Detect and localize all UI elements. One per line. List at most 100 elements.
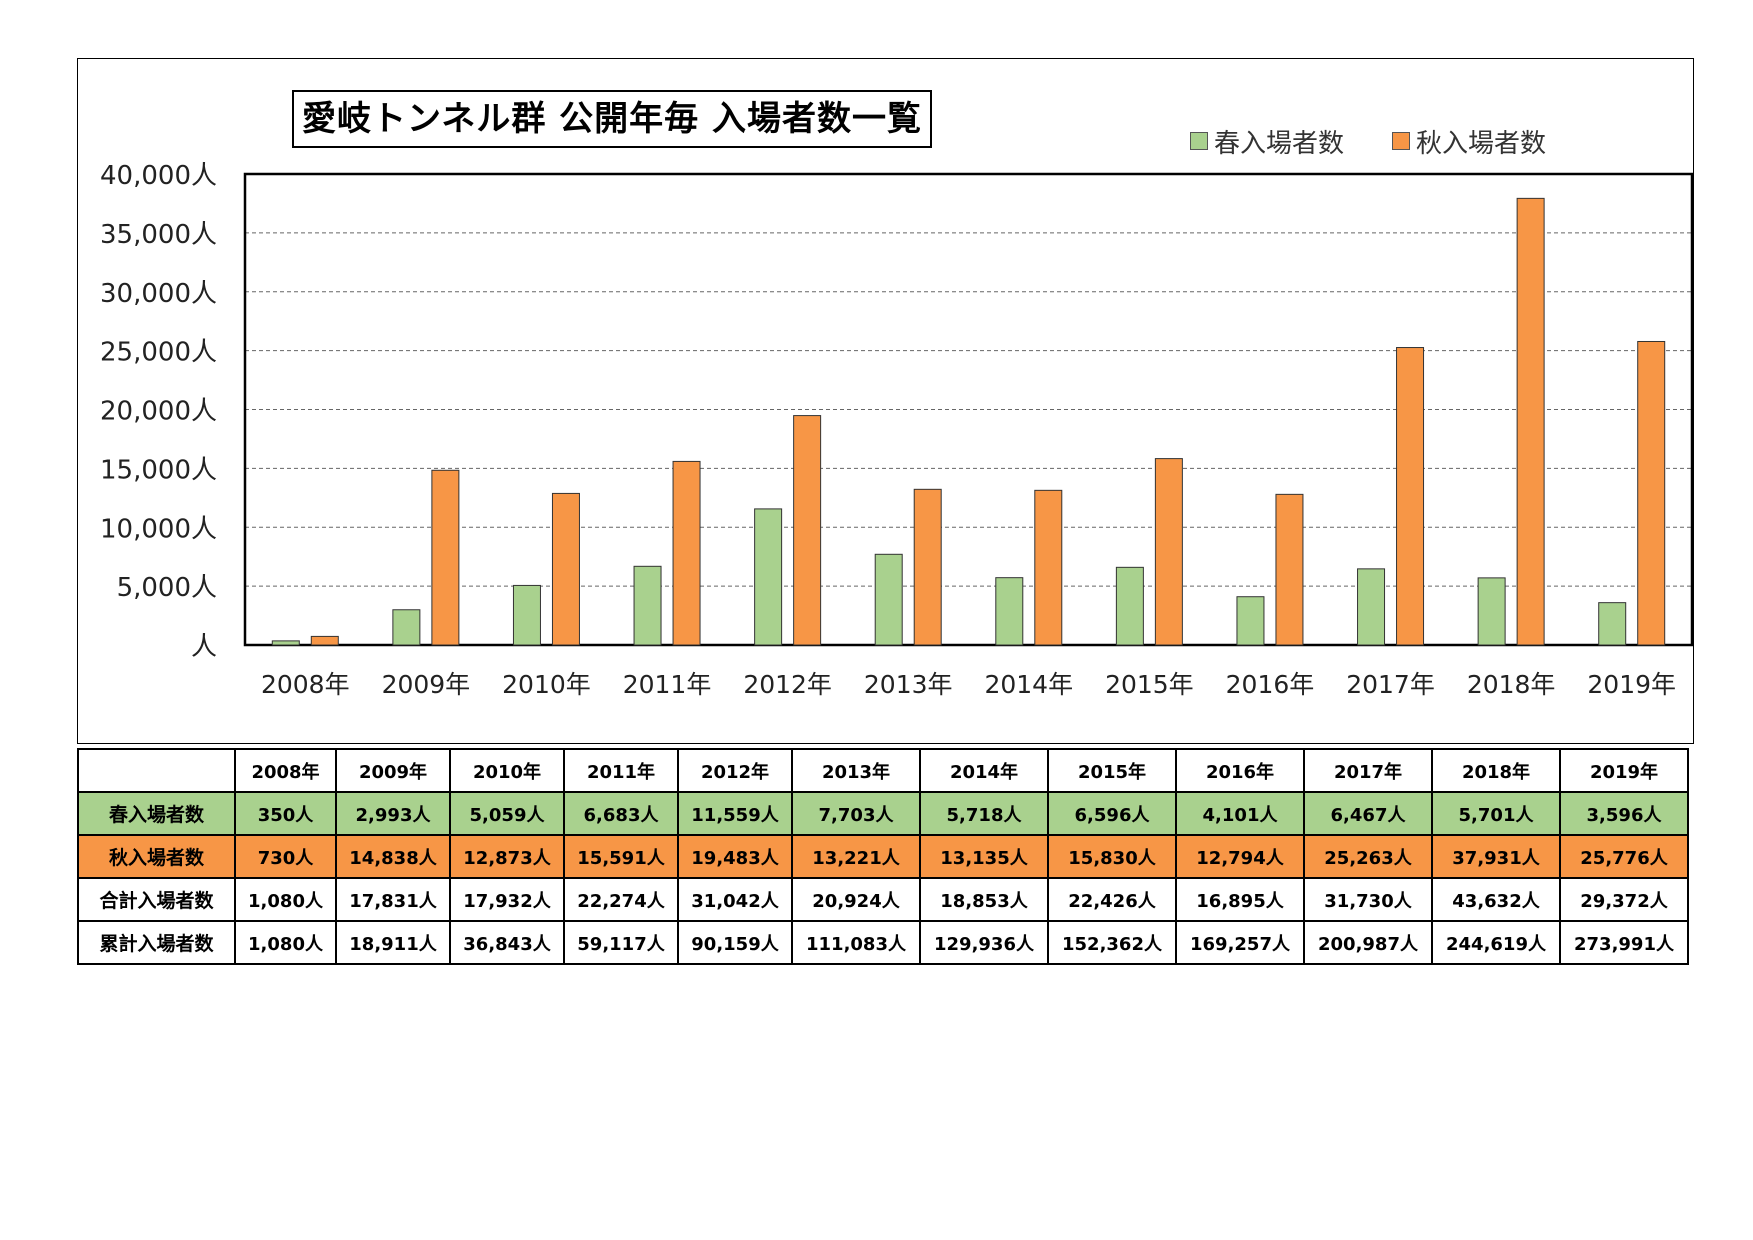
- table-cell: 5,718人: [919, 791, 1049, 836]
- y-tick-label: 35,000人: [100, 220, 217, 250]
- legend-label-autumn: 秋入場者数: [1416, 128, 1547, 159]
- table-cell: 12,794人: [1175, 834, 1305, 879]
- table-cell: 5,701人: [1431, 791, 1561, 836]
- table-cell: 20,924人: [791, 877, 921, 922]
- table-header-cell: 2016年: [1175, 748, 1305, 793]
- table-cell: 90,159人: [677, 920, 793, 965]
- y-tick-label: 20,000人: [100, 397, 217, 427]
- table-cell: 15,591人: [563, 834, 679, 879]
- table-cell: 13,221人: [791, 834, 921, 879]
- legend-swatch-autumn: [1392, 132, 1411, 150]
- table-cell: 6,596人: [1047, 791, 1177, 836]
- table-header-cell: 2018年: [1431, 748, 1561, 793]
- table-header-cell: 2014年: [919, 748, 1049, 793]
- legend-item-spring: 春入場者数: [1190, 123, 1344, 160]
- table-header-cell: 2010年: [449, 748, 565, 793]
- bar-autumn: [1396, 347, 1425, 646]
- y-tick-label: 人: [191, 632, 217, 662]
- table-header-corner: [77, 748, 236, 793]
- bar-spring: [512, 584, 541, 646]
- bar-autumn: [913, 488, 942, 646]
- table-cell: 22,274人: [563, 877, 679, 922]
- x-tick-label: 2010年: [502, 670, 591, 699]
- table-cell: 19,483人: [677, 834, 793, 879]
- table-cell: 6,683人: [563, 791, 679, 836]
- table-cell: 25,776人: [1559, 834, 1689, 879]
- x-tick-label: 2012年: [743, 670, 832, 699]
- table-cell: 1,080人: [234, 877, 337, 922]
- table-header-cell: 2011年: [563, 748, 679, 793]
- bar-spring: [1477, 577, 1506, 646]
- table-cell: 12,873人: [449, 834, 565, 879]
- table-cell: 5,059人: [449, 791, 565, 836]
- table-cell: 59,117人: [563, 920, 679, 965]
- table-cell: 152,362人: [1047, 920, 1177, 965]
- table-cell: 3,596人: [1559, 791, 1689, 836]
- bar-autumn: [1034, 489, 1063, 646]
- table-header-cell: 2015年: [1047, 748, 1177, 793]
- table-row: 累計入場者数 1,080人 18,911人 36,843人 59,117人 90,159人…: [77, 920, 1689, 965]
- table-cell: 43,632人: [1431, 877, 1561, 922]
- table-row-label: 合計入場者数: [77, 877, 236, 922]
- table-row: 秋入場者数 730人 14,838人 12,873人 15,591人 19,483人 13,…: [77, 834, 1689, 879]
- bar-autumn: [1637, 340, 1666, 646]
- bar-spring: [1236, 596, 1265, 646]
- plot-area: [243, 172, 1694, 647]
- legend-item-autumn: 秋入場者数: [1392, 123, 1546, 160]
- bar-spring: [754, 508, 783, 646]
- table-cell: 31,730人: [1303, 877, 1433, 922]
- table-header-cell: 2019年: [1559, 748, 1689, 793]
- table-cell: 29,372人: [1559, 877, 1689, 922]
- y-tick-label: 5,000人: [117, 573, 217, 603]
- x-tick-label: 2018年: [1467, 670, 1556, 699]
- table-cell: 36,843人: [449, 920, 565, 965]
- bar-autumn: [1516, 197, 1545, 646]
- table-cell: 200,987人: [1303, 920, 1433, 965]
- table-cell: 14,838人: [335, 834, 451, 879]
- bar-spring: [995, 577, 1024, 646]
- table-cell: 6,467人: [1303, 791, 1433, 836]
- legend: 春入場者数 秋入場者数: [1190, 123, 1594, 160]
- legend-swatch-spring: [1190, 132, 1208, 150]
- table-header-cell: 2017年: [1303, 748, 1433, 793]
- bar-spring: [1115, 566, 1144, 646]
- table-row-label: 累計入場者数: [77, 920, 236, 965]
- bar-spring: [1357, 568, 1386, 646]
- table-cell: 31,042人: [677, 877, 793, 922]
- data-table: 2008年 2009年 2010年 2011年 2012年 2013年 2014年 2015年…: [77, 748, 1689, 965]
- y-tick-label: 25,000人: [100, 338, 217, 368]
- table-cell: 7,703人: [791, 791, 921, 836]
- y-tick-label: 10,000人: [100, 514, 217, 544]
- table-cell: 169,257人: [1175, 920, 1305, 965]
- table-header-row: 2008年 2009年 2010年 2011年 2012年 2013年 2014年 2015年…: [77, 748, 1689, 793]
- table-cell: 18,911人: [335, 920, 451, 965]
- bar-autumn: [310, 635, 339, 646]
- x-tick-label: 2009年: [382, 670, 471, 699]
- table-cell: 15,830人: [1047, 834, 1177, 879]
- bar-spring: [874, 553, 903, 646]
- bar-autumn: [1275, 493, 1304, 646]
- y-tick-label: 30,000人: [100, 279, 217, 309]
- table-cell: 17,932人: [449, 877, 565, 922]
- table-cell: 1,080人: [234, 920, 337, 965]
- table-cell: 25,263人: [1303, 834, 1433, 879]
- table-cell: 2,993人: [335, 791, 451, 836]
- table-row-label: 秋入場者数: [77, 834, 236, 879]
- table-cell: 730人: [234, 834, 337, 879]
- table-cell: 350人: [234, 791, 337, 836]
- table-cell: 17,831人: [335, 877, 451, 922]
- table-cell: 22,426人: [1047, 877, 1177, 922]
- table-cell: 37,931人: [1431, 834, 1561, 879]
- bar-spring: [271, 640, 300, 646]
- table-row-label: 春入場者数: [77, 791, 236, 836]
- bar-autumn: [431, 469, 460, 646]
- x-tick-label: 2014年: [984, 670, 1073, 699]
- table-cell: 273,991人: [1559, 920, 1689, 965]
- bar-autumn: [793, 415, 822, 646]
- table-header-cell: 2009年: [335, 748, 451, 793]
- bar-autumn: [551, 492, 580, 646]
- x-tick-label: 2008年: [261, 670, 350, 699]
- table-cell: 16,895人: [1175, 877, 1305, 922]
- x-tick-label: 2013年: [864, 670, 953, 699]
- table-header-cell: 2012年: [677, 748, 793, 793]
